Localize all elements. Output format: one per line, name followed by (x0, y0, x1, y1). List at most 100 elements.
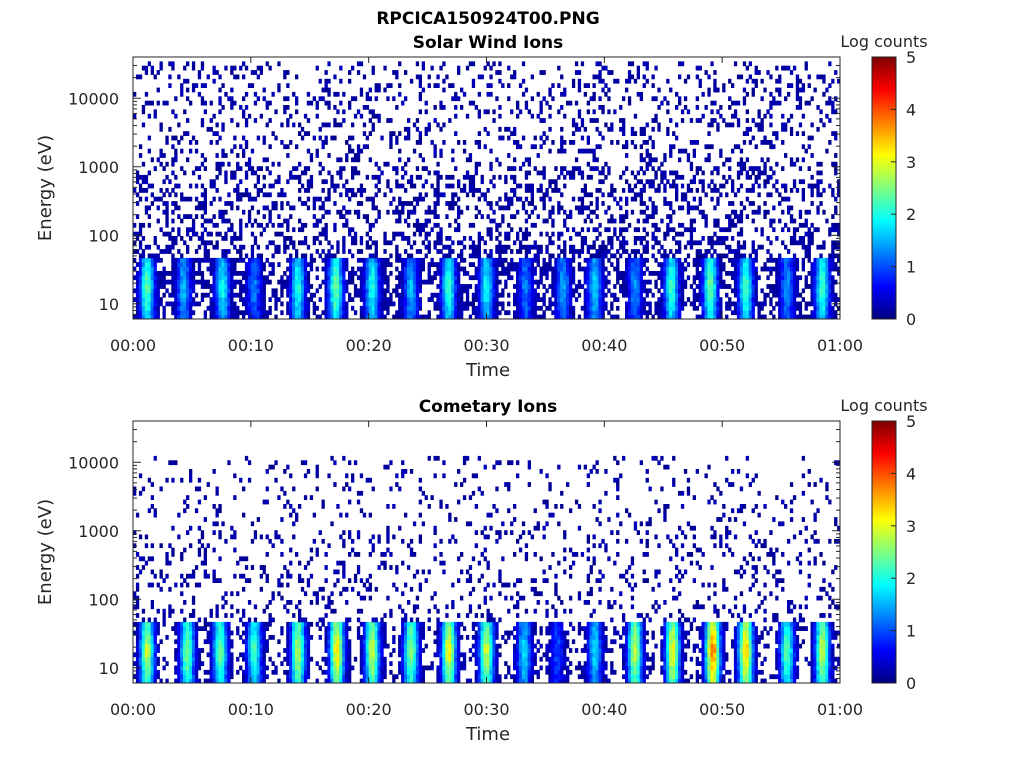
heatmap-cell (710, 236, 714, 241)
heatmap-cell (639, 288, 643, 294)
heatmap-cell (442, 310, 446, 316)
heatmap-cell (704, 310, 708, 316)
heatmap-cell (286, 153, 290, 158)
heatmap-cell (636, 310, 640, 316)
heatmap-cell (371, 305, 375, 311)
heatmap-cell (792, 179, 797, 185)
heatmap-cell (233, 310, 237, 316)
heatmap-cell (191, 262, 196, 267)
heatmap-cell (189, 271, 193, 276)
heatmap-cell (468, 188, 473, 193)
heatmap-cell (589, 288, 593, 294)
heatmap-cell (560, 170, 564, 176)
heatmap-cell (560, 262, 564, 267)
heatmap-cell (147, 266, 151, 272)
heatmap-cell (680, 196, 685, 202)
heatmap-cell (353, 113, 358, 119)
heatmap-cell (622, 170, 626, 176)
heatmap-cell (672, 262, 676, 267)
heatmap-cell (342, 284, 346, 289)
heatmap-cell (265, 257, 269, 263)
heatmap-cell (527, 271, 531, 276)
heatmap-cell (306, 310, 311, 316)
heatmap-cell (639, 314, 643, 320)
heatmap-cell (339, 65, 343, 71)
heatmap-cell (719, 305, 723, 311)
heatmap-cell (513, 266, 517, 272)
heatmap-cell (171, 301, 175, 307)
heatmap-cell (386, 284, 390, 289)
heatmap-cell (439, 153, 443, 158)
heatmap-cell (150, 253, 154, 259)
heatmap-cell (728, 301, 732, 307)
heatmap-cell (595, 188, 599, 193)
heatmap-cell (365, 314, 369, 320)
heatmap-cell (489, 218, 493, 224)
heatmap-cell (557, 271, 561, 276)
heatmap-cell (392, 209, 396, 215)
heatmap-cell (212, 266, 216, 272)
heatmap-cell (627, 292, 632, 298)
heatmap-cell (253, 196, 258, 202)
heatmap-cell (607, 205, 611, 211)
heatmap-cell (589, 292, 593, 298)
heatmap-cell (689, 240, 694, 246)
heatmap-cell (557, 305, 561, 311)
heatmap-cell (404, 266, 408, 272)
heatmap-cell (574, 126, 579, 132)
heatmap-cell (371, 205, 375, 211)
heatmap-cell (675, 196, 679, 202)
heatmap-cell (713, 262, 717, 267)
heatmap-cell (772, 144, 776, 150)
heatmap-cell (636, 91, 640, 97)
heatmap-cell (577, 70, 582, 75)
heatmap-cell (180, 236, 184, 241)
heatmap-cell (218, 271, 222, 276)
heatmap-cell (262, 275, 266, 281)
heatmap-cell (374, 314, 378, 320)
heatmap-cell (412, 305, 417, 311)
heatmap-cell (651, 214, 655, 219)
heatmap-cell (436, 201, 440, 206)
heatmap-cell (200, 214, 205, 219)
heatmap-cell (507, 126, 511, 132)
heatmap-cell (442, 61, 446, 67)
heatmap-cell (669, 87, 673, 93)
heatmap-cell (224, 179, 228, 185)
heatmap-cell (642, 297, 646, 302)
heatmap-cell (745, 314, 749, 320)
heatmap-cell (256, 74, 260, 80)
heatmap-cell (165, 249, 169, 254)
heatmap-cell (306, 262, 311, 267)
heatmap-cell (436, 83, 440, 88)
heatmap-cell (221, 279, 225, 285)
heatmap-cell (663, 257, 667, 263)
heatmap-cell (698, 314, 702, 320)
heatmap-cell (536, 214, 540, 219)
heatmap-cell (742, 240, 747, 246)
heatmap-cell (536, 249, 540, 254)
heatmap-cell (610, 236, 614, 241)
heatmap-cell (595, 214, 599, 219)
heatmap-cell (359, 113, 364, 119)
heatmap-cell (268, 209, 272, 215)
heatmap-cell (133, 240, 137, 246)
heatmap-cell (521, 135, 526, 141)
heatmap-cell (695, 284, 699, 289)
heatmap-cell (692, 297, 696, 302)
heatmap-cell (156, 218, 160, 224)
heatmap-cell (586, 310, 590, 316)
heatmap-cell (244, 305, 249, 311)
heatmap-cell (421, 166, 425, 171)
heatmap-cell (409, 314, 414, 320)
heatmap-cell (474, 253, 478, 259)
heatmap-cell (324, 292, 328, 298)
heatmap-cell (398, 253, 402, 259)
heatmap-cell (678, 74, 682, 80)
heatmap-cell (327, 100, 331, 106)
heatmap-cell (542, 70, 546, 75)
heatmap-cell (760, 301, 764, 307)
heatmap-cell (460, 292, 464, 298)
heatmap-cell (141, 236, 146, 241)
heatmap-cell (233, 188, 237, 193)
